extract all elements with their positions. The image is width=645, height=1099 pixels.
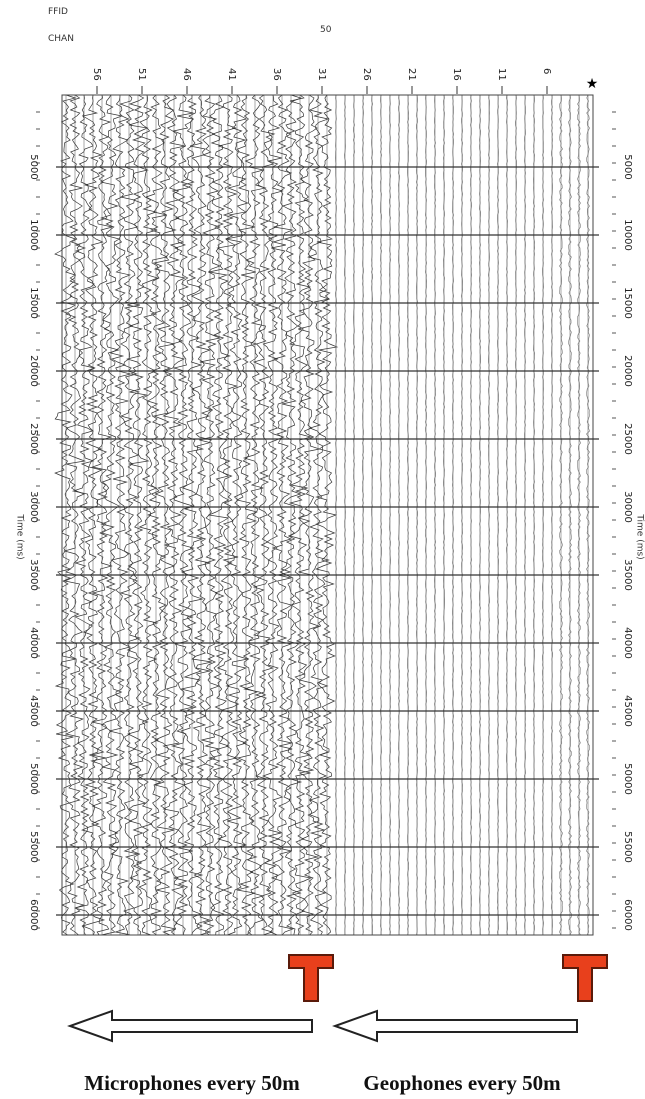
- time-tick-right: 40000: [622, 627, 633, 659]
- time-tick-right: 5000: [622, 154, 633, 179]
- trace: [54, 94, 77, 936]
- trace: [279, 94, 303, 936]
- time-tick-right: 45000: [622, 695, 633, 727]
- record-number: 50: [320, 25, 332, 35]
- time-tick-left: 30000: [28, 491, 39, 523]
- time-tick-right: 50000: [622, 763, 633, 795]
- time-tick-left: 45000: [28, 695, 39, 727]
- arrow-left: [67, 1009, 313, 1043]
- caption-microphones: Microphones every 50m: [84, 1071, 300, 1095]
- time-tick-left: 15000: [28, 287, 39, 319]
- time-tick-left: 10000: [28, 219, 39, 251]
- arrow-right: [332, 1009, 578, 1043]
- channel-label: 41: [226, 68, 237, 81]
- channel-label: 21: [406, 68, 417, 81]
- time-tick-left: 40000: [28, 627, 39, 659]
- trace: [315, 94, 339, 936]
- time-tick-right: 20000: [622, 355, 633, 387]
- time-tick-left: 25000: [28, 423, 39, 455]
- time-tick-left: 50000: [28, 763, 39, 795]
- record-frame: [61, 94, 594, 936]
- marker-geophones: [562, 954, 608, 1002]
- time-axis-label-left: Time (ms): [15, 513, 25, 559]
- channel-label: 56: [91, 68, 102, 81]
- time-tick-left: 55000: [28, 831, 39, 863]
- time-tick-right: 35000: [622, 559, 633, 591]
- time-tick-left: 20000: [28, 355, 39, 387]
- time-tick-right: 30000: [622, 491, 633, 523]
- time-tick-right: 10000: [622, 219, 633, 251]
- time-tick-right: 55000: [622, 831, 633, 863]
- trace: [261, 94, 285, 936]
- channel-label: 26: [361, 68, 372, 81]
- channel-label: 46: [181, 68, 192, 81]
- ffid-label: FFID: [48, 7, 68, 17]
- traces: [54, 94, 591, 936]
- time-tick-left: 35000: [28, 559, 39, 591]
- channel-label: 51: [136, 68, 147, 81]
- chan-label: CHAN: [48, 34, 74, 44]
- channel-label: 16: [451, 68, 462, 81]
- time-tick-left: 5000: [28, 154, 39, 179]
- source-marker: ★: [586, 76, 599, 92]
- channel-label: 31: [316, 68, 327, 81]
- time-tick-left: 60000: [28, 899, 39, 931]
- channel-label: 6: [541, 68, 552, 74]
- time-tick-right: 15000: [622, 287, 633, 319]
- channel-label: 11: [496, 68, 507, 81]
- caption-geophones: Geophones every 50m: [363, 1071, 561, 1095]
- time-tick-right: 60000: [622, 899, 633, 931]
- trace: [63, 94, 87, 936]
- time-axis-label-right: Time (ms): [635, 513, 645, 559]
- trace: [235, 94, 259, 936]
- marker-microphones: [288, 954, 334, 1002]
- time-tick-right: 25000: [622, 423, 633, 455]
- channel-label: 36: [271, 68, 282, 81]
